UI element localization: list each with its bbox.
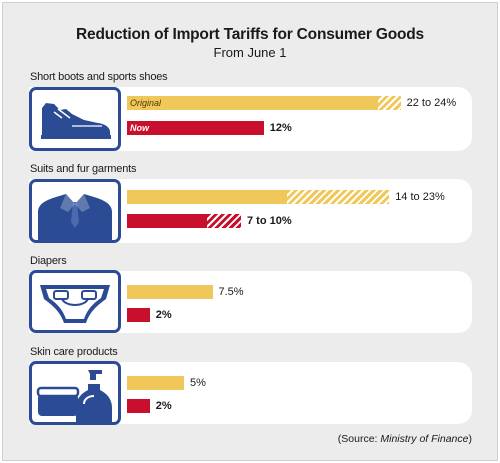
bar-now-diapers	[127, 308, 150, 322]
bar-original-range-shoes	[377, 96, 401, 110]
category-label-shoes: Short boots and sports shoes	[30, 71, 168, 83]
diaper-icon-box	[29, 270, 121, 333]
shoe-icon	[41, 103, 111, 139]
bar-original-suits	[127, 190, 287, 204]
bar-original-skincare	[127, 376, 184, 390]
skin-care-icon-box	[29, 361, 121, 425]
bar-now-range-suits	[206, 214, 241, 228]
bar-original-shoes	[127, 96, 378, 110]
category-label-skincare: Skin care products	[30, 346, 118, 358]
value-label-now-suits: 7 to 10%	[247, 215, 292, 227]
category-label-suits: Suits and fur garments	[30, 163, 137, 175]
source-prefix: (Source:	[337, 433, 381, 445]
bar-now-shoes	[127, 121, 264, 135]
source-suffix: )	[468, 433, 473, 445]
value-label-original-skincare: 5%	[190, 377, 206, 389]
bar-now-skincare	[127, 399, 150, 413]
value-label-original-suits: 14 to 23%	[395, 191, 445, 203]
bar-original-range-suits	[286, 190, 390, 204]
value-label-original-shoes: 22 to 24%	[406, 97, 457, 109]
value-label-now-diapers: 2%	[155, 309, 172, 321]
suit-icon-box	[29, 179, 121, 243]
diaper-icon	[40, 285, 110, 323]
skin-care-icon	[36, 370, 112, 422]
bar-now-suits	[127, 214, 207, 228]
bar-original-diapers	[127, 285, 213, 299]
shoe-icon-box	[29, 87, 121, 151]
suit-icon	[38, 192, 112, 240]
legend-label-original: Original	[130, 98, 162, 108]
value-label-now-skincare: 2%	[155, 400, 172, 412]
value-label-now-shoes: 12%	[269, 122, 292, 134]
legend-label-now: Now	[130, 123, 149, 133]
category-label-diapers: Diapers	[30, 255, 67, 267]
chart-subtitle: From June 1	[213, 45, 287, 60]
chart-title: Reduction of Import Tariffs for Consumer…	[76, 26, 424, 43]
source-name: Ministry of Finance	[380, 433, 469, 445]
value-label-original-diapers: 7.5%	[218, 286, 244, 298]
source-note: (Source: Ministry of Finance)	[338, 433, 472, 445]
